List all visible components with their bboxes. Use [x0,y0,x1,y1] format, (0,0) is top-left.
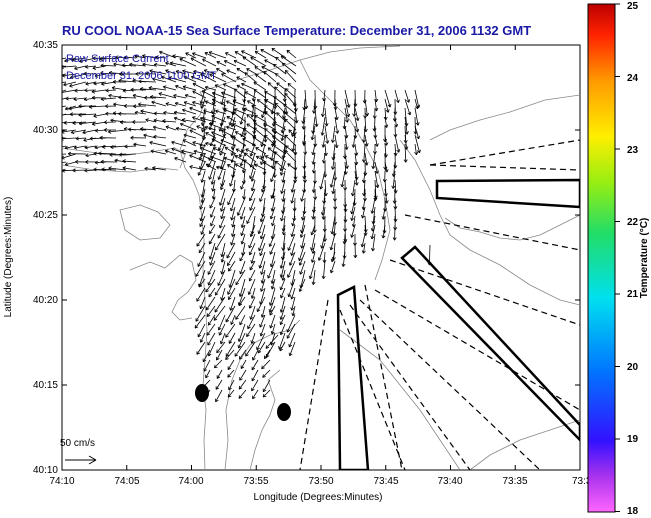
x-tick-label: 73:55 [243,476,268,487]
x-tick-label: 74:05 [114,476,139,487]
bay-shoreline [62,147,186,173]
overlay-current-title: Raw Surface Current [66,53,169,65]
y-tick-label: 40:15 [33,380,58,391]
plot-frame [61,44,581,471]
coastline-and-bathymetry [62,45,580,470]
y-tick-label: 40:25 [33,210,58,221]
buoy-marker [195,384,209,402]
x-tick-label: 73:45 [373,476,398,487]
buoy-marker [277,403,291,421]
y-tick-label: 40:30 [33,125,58,136]
depth-contour-3 [399,139,580,306]
y-tick-label: 40:35 [33,40,58,51]
colorbar-tick-label: 24 [627,73,639,84]
inner-island [119,204,171,241]
x-tick-label: 74:10 [49,476,74,487]
colorbar-tick-label: 22 [627,217,639,228]
overlay-current-date: December 31, 2006 1100 GMT [66,70,217,82]
colorbar-tick-label: 23 [627,145,639,156]
x-axis [61,45,581,470]
plot-area: Raw Surface Current December 31, 2006 11… [60,44,581,471]
x-tick-label: 73:35 [502,476,527,487]
x-tick-label: 73:40 [437,476,462,487]
raritan-shore [129,254,197,321]
radar-wedges [336,178,580,470]
depth-contour-8 [469,419,580,470]
radar-sector-lines [299,139,580,470]
depth-contour-4 [444,214,580,241]
scale-vector-label: 50 cm/s [60,438,95,449]
x-tick-label: 73:50 [308,476,333,487]
x-axis-label: Longitude (Degrees:Minutes) [254,492,383,503]
depth-contour-6 [249,369,281,470]
depth-contour-1 [224,319,301,470]
colorbar-gradient [587,3,616,513]
scale-vector-arrow [65,455,97,465]
y-axis [62,44,580,471]
x-tick-label: 73:3 [572,476,592,487]
depth-contour-7 [429,94,580,141]
depth-contour-2 [299,59,391,281]
x-tick-label: 74:00 [178,476,203,487]
y-tick-label: 40:20 [33,295,58,306]
colorbar-tick-label: 20 [627,362,639,373]
chart-title: RU COOL NOAA-15 Sea Surface Temperature:… [62,23,531,38]
colorbar-tick-label: 21 [627,289,639,300]
colorbar-tick-label: 25 [627,1,639,12]
y-tick-label: 40:10 [33,465,58,476]
y-axis-label: Latitude (Degrees:Minutes) [3,197,14,318]
colorbar-tick-label: 19 [627,434,639,445]
colorbar: 25 24 23 22 21 20 19 18 Temperature (°C) [587,1,650,517]
depth-contour-5 [339,329,461,470]
colorbar-label: Temperature (°C) [639,218,650,299]
surface-current-vectors [62,48,432,403]
colorbar-tick-label: 18 [627,506,639,517]
